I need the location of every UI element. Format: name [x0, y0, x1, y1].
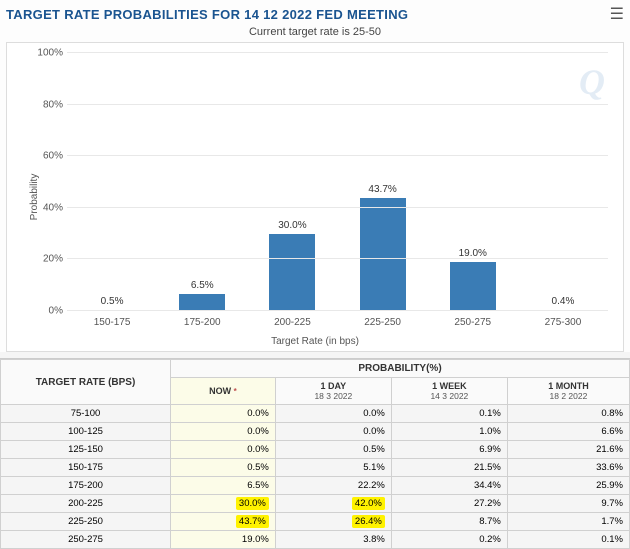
value-cell: 0.1% [391, 405, 507, 423]
bar-value-label: 0.4% [552, 296, 575, 307]
value-cell: 6.5% [171, 477, 276, 495]
value-cell: 9.7% [507, 495, 629, 513]
y-tick-label: 20% [35, 254, 63, 265]
rate-cell: 75-100 [1, 405, 171, 423]
table-row: 175-2006.5%22.2%34.4%25.9% [1, 477, 630, 495]
y-tick-label: 40% [35, 202, 63, 213]
x-tick-label: 275-300 [545, 317, 582, 328]
gridline [67, 258, 608, 259]
y-tick-label: 0% [35, 306, 63, 317]
value-cell: 27.2% [391, 495, 507, 513]
gridline [67, 52, 608, 53]
table-row: 100-1250.0%0.0%1.0%6.6% [1, 423, 630, 441]
bar-value-label: 0.5% [101, 296, 124, 307]
bar-slot: 0.4%275-300 [518, 53, 608, 311]
value-cell: 34.4% [391, 477, 507, 495]
table-row: 200-22530.0%42.0%27.2%9.7% [1, 495, 630, 513]
bar: 19.0% [450, 262, 496, 311]
value-cell: 1.7% [507, 513, 629, 531]
value-cell: 0.0% [171, 441, 276, 459]
bar-value-label: 6.5% [191, 280, 214, 291]
bar-slot: 0.5%150-175 [67, 53, 157, 311]
value-cell: 0.5% [275, 441, 391, 459]
col-subheader[interactable]: 1 WEEK14 3 2022 [391, 378, 507, 405]
value-cell: 0.0% [275, 423, 391, 441]
bar-value-label: 30.0% [278, 220, 306, 231]
bar-slot: 43.7%225-250 [338, 53, 428, 311]
x-tick-label: 250-275 [454, 317, 491, 328]
rate-cell: 150-175 [1, 459, 171, 477]
table-row: 75-1000.0%0.0%0.1%0.8% [1, 405, 630, 423]
value-cell: 43.7% [171, 513, 276, 531]
rate-cell: 225-250 [1, 513, 171, 531]
rate-cell: 100-125 [1, 423, 171, 441]
value-cell: 0.0% [171, 405, 276, 423]
table-row: 150-1750.5%5.1%21.5%33.6% [1, 459, 630, 477]
value-cell: 30.0% [171, 495, 276, 513]
y-axis-label: Probability [29, 174, 40, 221]
x-tick-label: 200-225 [274, 317, 311, 328]
bar: 43.7% [360, 198, 406, 311]
rate-cell: 175-200 [1, 477, 171, 495]
chart-container: Q Probability Target Rate (in bps) 0.5%1… [6, 42, 624, 352]
value-cell: 6.9% [391, 441, 507, 459]
table-row: 225-25043.7%26.4%8.7%1.7% [1, 513, 630, 531]
value-cell: 5.1% [275, 459, 391, 477]
value-cell: 21.5% [391, 459, 507, 477]
value-cell: 8.7% [391, 513, 507, 531]
gridline [67, 155, 608, 156]
bar: 6.5% [179, 294, 225, 311]
x-tick-label: 225-250 [364, 317, 401, 328]
value-cell: 0.8% [507, 405, 629, 423]
value-cell: 0.5% [171, 459, 276, 477]
probability-table: TARGET RATE (BPS) PROBABILITY(%) NOW *1 … [0, 358, 630, 549]
value-cell: 6.6% [507, 423, 629, 441]
y-tick-label: 100% [35, 48, 63, 59]
page-title: TARGET RATE PROBABILITIES FOR 14 12 2022… [6, 7, 408, 22]
y-tick-label: 80% [35, 99, 63, 110]
value-cell: 1.0% [391, 423, 507, 441]
x-tick-label: 150-175 [94, 317, 131, 328]
value-cell: 21.6% [507, 441, 629, 459]
value-cell: 0.0% [171, 423, 276, 441]
bar-value-label: 19.0% [459, 248, 487, 259]
value-cell: 0.0% [275, 405, 391, 423]
y-tick-label: 60% [35, 151, 63, 162]
chart-subtitle: Current target rate is 25-50 [6, 26, 624, 38]
value-cell: 26.4% [275, 513, 391, 531]
table-row: 125-1500.0%0.5%6.9%21.6% [1, 441, 630, 459]
bar: 30.0% [269, 234, 315, 311]
bar-slot: 19.0%250-275 [428, 53, 518, 311]
col-header-target-rate: TARGET RATE (BPS) [1, 360, 171, 405]
value-cell: 22.2% [275, 477, 391, 495]
value-cell: 33.6% [507, 459, 629, 477]
x-tick-label: 175-200 [184, 317, 221, 328]
hamburger-menu-icon[interactable]: ☰ [610, 4, 624, 24]
col-header-probability: PROBABILITY(%) [171, 360, 630, 378]
value-cell: 25.9% [507, 477, 629, 495]
col-subheader[interactable]: NOW * [171, 378, 276, 405]
rate-cell: 200-225 [1, 495, 171, 513]
gridline [67, 207, 608, 208]
col-subheader[interactable]: 1 DAY18 3 2022 [275, 378, 391, 405]
bar-slot: 6.5%175-200 [157, 53, 247, 311]
x-axis-label: Target Rate (in bps) [271, 336, 359, 347]
gridline [67, 310, 608, 311]
value-cell: 42.0% [275, 495, 391, 513]
gridline [67, 104, 608, 105]
bar-value-label: 43.7% [368, 184, 396, 195]
bar-slot: 30.0%200-225 [247, 53, 337, 311]
rate-cell: 125-150 [1, 441, 171, 459]
col-subheader[interactable]: 1 MONTH18 2 2022 [507, 378, 629, 405]
